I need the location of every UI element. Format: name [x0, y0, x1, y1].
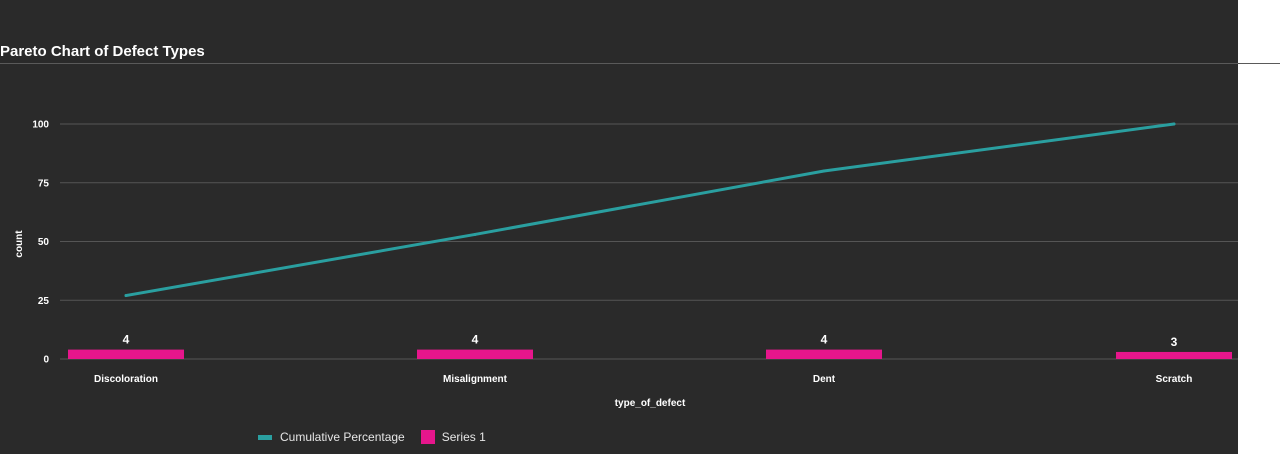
bar: [1116, 351, 1232, 359]
legend-item-series-1[interactable]: Series 1: [420, 430, 486, 444]
line-point: [822, 169, 826, 173]
cumulative-percentage-line: [124, 122, 1176, 298]
bar-data-label: 4: [123, 333, 130, 347]
y-axis-label: count: [14, 230, 25, 258]
legend-line-swatch: [258, 434, 272, 440]
x-tick-label: Dent: [813, 374, 836, 385]
y-tick-label: 75: [38, 178, 50, 189]
line-point: [473, 232, 477, 236]
x-tick-labels: Discoloration Misalignment Dent Scratch: [94, 374, 1192, 385]
line-point: [1172, 122, 1176, 126]
x-tick-label: Scratch: [1156, 374, 1193, 385]
chart-legend: Cumulative Percentage Series 1: [258, 430, 502, 444]
line-series: [124, 122, 1176, 298]
y-tick-label: 25: [38, 296, 50, 307]
x-tick-label: Discoloration: [94, 374, 158, 385]
y-tick-label: 0: [43, 355, 49, 366]
data-labels: 4 4 4 3: [123, 333, 1178, 349]
line-point: [124, 294, 128, 298]
y-tick-labels: 0 25 50 75 100: [32, 120, 49, 366]
y-tick-label: 50: [38, 237, 50, 248]
legend-bar-swatch: [420, 430, 435, 444]
title-divider: [0, 63, 1280, 64]
legend-label-cumulative: Cumulative Percentage: [280, 430, 405, 444]
bar: [766, 349, 882, 359]
bar-data-label: 4: [472, 333, 479, 347]
bar-data-label: 3: [1171, 335, 1178, 349]
bar-series: [68, 349, 1232, 359]
grid-lines: [60, 123, 1238, 360]
x-tick-label: Misalignment: [443, 374, 508, 385]
bar: [417, 349, 533, 359]
legend-label-series-1: Series 1: [441, 430, 486, 444]
x-axis-label: type_of_defect: [615, 398, 686, 409]
chart-title: Pareto Chart of Defect Types: [0, 43, 205, 60]
y-tick-label: 100: [32, 120, 49, 131]
bar: [68, 349, 184, 359]
bar-data-label: 4: [821, 333, 828, 347]
legend-item-cumulative[interactable]: Cumulative Percentage: [258, 430, 405, 444]
pareto-chart: 0 25 50 75 100 4 4 4 3 Discoloration Misalignmen…: [14, 120, 1238, 409]
chart-panel: [0, 0, 1238, 454]
